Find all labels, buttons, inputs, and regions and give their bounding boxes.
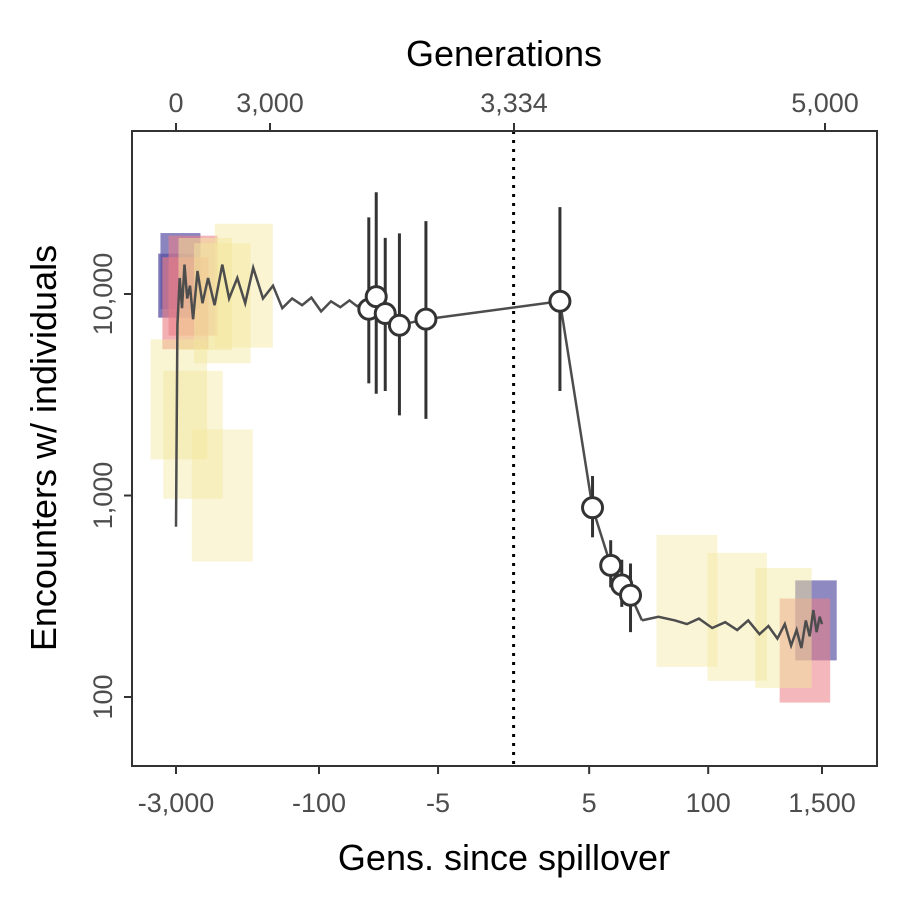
data-point	[414, 307, 438, 331]
x-tick-label: -100	[292, 788, 346, 818]
point-layer	[357, 285, 643, 607]
data-point	[387, 313, 411, 337]
y-axis-title: Encounters w/ individuals	[23, 245, 64, 651]
trace-line	[174, 262, 366, 527]
points-connector	[367, 294, 632, 597]
density-cell	[214, 223, 273, 348]
trace-line	[641, 609, 824, 650]
data-point	[619, 583, 643, 607]
y-tick-label: 10,000	[88, 253, 118, 336]
density-cell	[150, 339, 208, 460]
density-cell	[191, 429, 253, 562]
x-tick-label: 5	[582, 788, 597, 818]
top-axis: 0 3,000 3,334 5,000	[168, 88, 859, 131]
y-tick-label: 1,000	[88, 462, 118, 530]
x-tick-label: -5	[426, 788, 450, 818]
bottom-axis: -3,000 -100 -5 5 100 1,500	[138, 766, 856, 818]
data-point	[599, 553, 623, 577]
density-cell	[779, 598, 831, 703]
x-axis-title: Gens. since spillover	[338, 837, 670, 878]
density-cell	[163, 370, 223, 499]
x-tick-label: 1,500	[788, 788, 856, 818]
data-point	[581, 496, 605, 520]
x-tick-label: -3,000	[138, 788, 215, 818]
y-tick-label: 100	[88, 674, 118, 719]
density-layer	[150, 223, 837, 703]
top-axis-title: Generations	[406, 33, 602, 74]
top-tick-label: 0	[168, 88, 183, 118]
left-axis: 100 1,000 10,000	[88, 253, 132, 720]
data-point	[548, 289, 572, 313]
top-tick-label: 3,334	[480, 88, 548, 118]
plot-panel-border	[131, 130, 878, 767]
density-cell	[707, 552, 767, 681]
density-cell	[656, 534, 718, 667]
x-tick-label: 100	[686, 788, 731, 818]
top-tick-label: 3,000	[236, 88, 304, 118]
errorbar-layer	[367, 192, 633, 633]
top-tick-label: 5,000	[791, 88, 859, 118]
